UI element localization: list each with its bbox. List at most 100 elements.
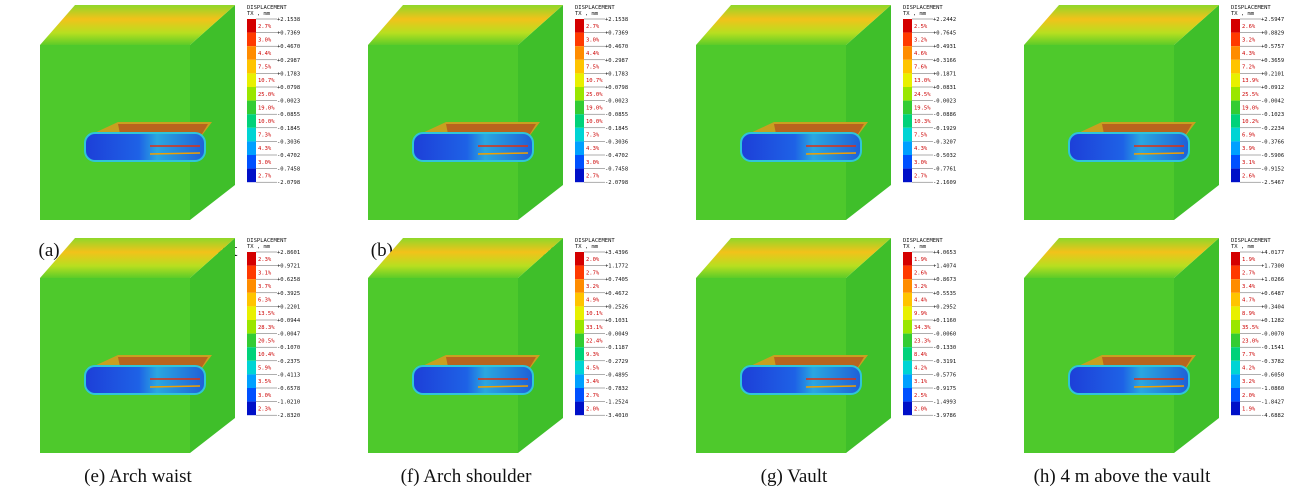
legend-percent: 19.0% xyxy=(586,105,603,111)
legend-value: +0.6487 xyxy=(1261,291,1284,297)
legend-swatch xyxy=(1231,19,1240,33)
legend-value: -3.9786 xyxy=(933,413,956,419)
legend-percent: 2.0% xyxy=(586,257,600,263)
legend-value: -0.7761 xyxy=(933,167,956,173)
legend-value: +0.1871 xyxy=(933,71,956,77)
tunnel-stripe xyxy=(478,153,528,154)
legend-swatch xyxy=(1231,334,1240,348)
legend-percent: 4.7% xyxy=(1242,298,1256,304)
legend-swatch xyxy=(903,73,912,87)
legend-swatch xyxy=(1231,114,1240,128)
legend-swatch xyxy=(575,293,584,307)
legend-value: -0.4113 xyxy=(277,372,300,378)
legend-value: +0.9721 xyxy=(277,264,300,270)
legend-percent: 7.3% xyxy=(586,133,600,139)
legend-unit: TX , mm xyxy=(903,244,927,250)
legend-swatch xyxy=(575,87,584,101)
legend-value: +0.1160 xyxy=(933,318,956,324)
legend-swatch xyxy=(1231,361,1240,375)
legend-value: +0.3659 xyxy=(1261,58,1284,64)
legend-percent: 3.2% xyxy=(586,284,600,290)
legend-value: +0.2987 xyxy=(277,58,300,64)
legend-swatch xyxy=(247,361,256,375)
legend-swatch xyxy=(575,33,584,47)
legend-value: +2.1538 xyxy=(605,17,628,23)
legend-value: +3.4396 xyxy=(605,250,628,256)
legend-value: +0.7369 xyxy=(605,31,628,37)
legend-value: -2.0798 xyxy=(277,180,300,186)
legend-swatch xyxy=(247,60,256,74)
legend-swatch xyxy=(575,361,584,375)
legend-percent: 4.2% xyxy=(914,366,928,372)
legend-percent: 4.9% xyxy=(586,298,600,304)
legend-unit: TX , mm xyxy=(903,11,927,17)
legend-value: +0.1783 xyxy=(277,71,300,77)
legend-percent: 3.9% xyxy=(1242,146,1256,152)
legend-value: +0.0798 xyxy=(277,85,300,91)
legend-percent: 25.0% xyxy=(586,92,603,98)
legend-value: -0.1187 xyxy=(605,345,628,351)
legend-swatch xyxy=(903,114,912,128)
panel: DISPLACEMENTTX , mm2.7%3.0%4.4%7.5%10.7%… xyxy=(368,5,628,261)
legend-value: -1.0860 xyxy=(1261,386,1284,392)
legend-swatch xyxy=(575,374,584,388)
legend-value: -0.2729 xyxy=(605,359,628,365)
legend-swatch xyxy=(247,320,256,334)
legend-value: -0.6050 xyxy=(1261,372,1284,378)
legend-unit: TX , mm xyxy=(1231,244,1255,250)
legend-swatch xyxy=(247,388,256,402)
legend-percent: 2.6% xyxy=(914,270,928,276)
legend-percent: 23.3% xyxy=(914,338,931,344)
legend-percent: 3.4% xyxy=(586,379,600,385)
legend-unit: TX , mm xyxy=(575,244,599,250)
legend-percent: 3.4% xyxy=(1242,284,1256,290)
legend-value: +0.0944 xyxy=(277,318,301,324)
legend-value: -0.9175 xyxy=(933,386,956,392)
legend-percent: 8.9% xyxy=(1242,311,1256,317)
legend-swatch xyxy=(903,293,912,307)
legend-swatch xyxy=(575,334,584,348)
legend-percent: 2.5% xyxy=(914,24,928,30)
legend-percent: 2.7% xyxy=(586,24,600,30)
legend-swatch xyxy=(903,155,912,169)
legend-swatch xyxy=(247,73,256,87)
legend-value: +0.8673 xyxy=(933,277,956,283)
legend-value: -3.4010 xyxy=(605,413,628,419)
legend-percent: 10.7% xyxy=(258,78,275,84)
legend-swatch xyxy=(903,374,912,388)
legend-value: -0.0042 xyxy=(1261,99,1284,105)
legend-value: +1.0266 xyxy=(1261,277,1284,283)
legend-percent: 10.7% xyxy=(586,78,603,84)
legend-percent: 13.9% xyxy=(1242,78,1259,84)
legend-percent: 20.5% xyxy=(258,338,275,344)
legend-value: -0.3766 xyxy=(1261,139,1284,145)
legend-value: -0.7458 xyxy=(605,167,628,173)
legend-swatch xyxy=(1231,128,1240,142)
legend-swatch xyxy=(247,279,256,293)
legend-value: -0.2234 xyxy=(1261,126,1285,132)
legend-value: +0.2101 xyxy=(1261,71,1284,77)
legend-value: +0.7645 xyxy=(933,31,956,37)
legend-swatch xyxy=(903,19,912,33)
legend-swatch xyxy=(903,402,912,416)
legend-percent: 4.4% xyxy=(586,51,600,57)
legend-value: -0.0047 xyxy=(277,332,300,338)
legend-percent: 2.7% xyxy=(586,173,600,179)
legend-percent: 4.2% xyxy=(1242,366,1256,372)
legend-swatch xyxy=(903,60,912,74)
legend-swatch xyxy=(247,46,256,60)
legend-swatch xyxy=(247,19,256,33)
legend-percent: 13.0% xyxy=(914,78,931,84)
legend-swatch xyxy=(1231,60,1240,74)
legend-swatch xyxy=(1231,374,1240,388)
legend-value: +0.1031 xyxy=(605,318,628,324)
legend-value: +0.1282 xyxy=(1261,318,1284,324)
legend-unit: TX , mm xyxy=(247,244,271,250)
legend-percent: 9.9% xyxy=(914,311,928,317)
legend-percent: 33.1% xyxy=(586,325,603,331)
legend-value: +0.4670 xyxy=(277,44,300,50)
legend-percent: 4.3% xyxy=(586,146,600,152)
legend-value: +1.7300 xyxy=(1261,264,1284,270)
legend-percent: 3.1% xyxy=(914,379,928,385)
